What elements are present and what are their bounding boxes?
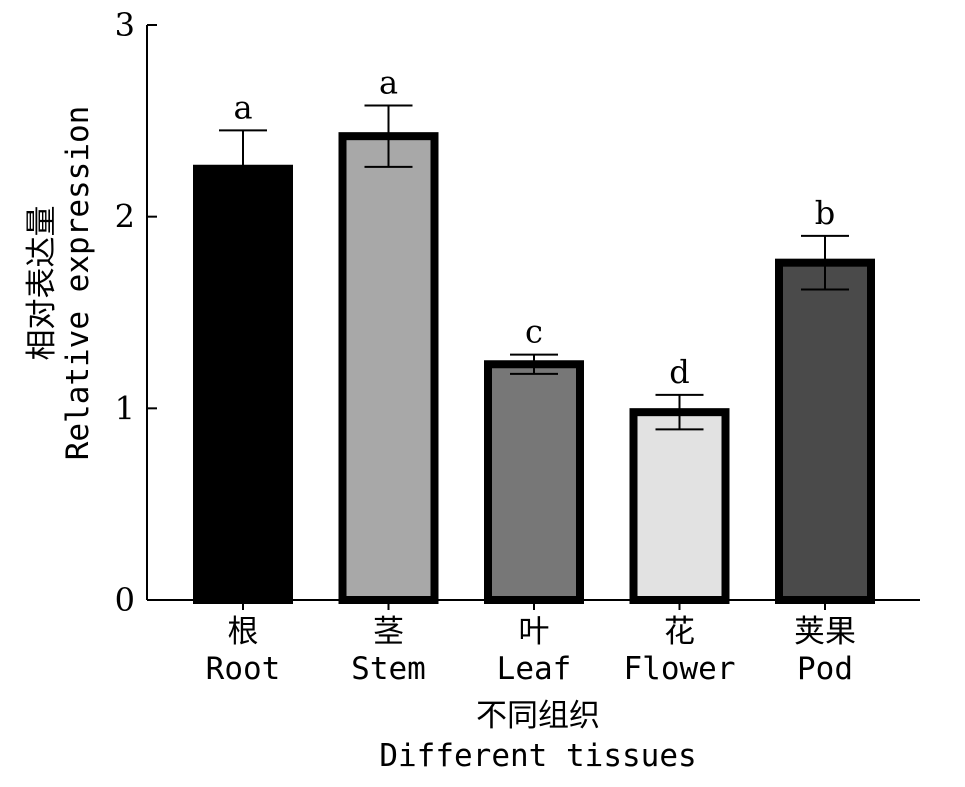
significance-labels: a a c d b [233, 64, 835, 391]
y-ticks: 0 1 2 3 [115, 6, 157, 619]
significance-label: b [815, 194, 835, 232]
significance-label: c [525, 313, 543, 351]
x-axis-title: 不同组织 Different tissues [379, 698, 696, 774]
significance-label: a [233, 88, 252, 126]
category-label-zh: 根 [228, 614, 259, 650]
bar-root [193, 164, 293, 604]
y-tick-label: 2 [115, 198, 135, 236]
bar-flower [629, 408, 730, 604]
category-label-en: Flower [624, 651, 736, 687]
category-label-en: Leaf [497, 651, 572, 687]
category-label-zh: 茎 [373, 614, 404, 650]
y-axis-title: 相对表达量 Relative expression [24, 106, 96, 461]
error-bars [219, 104, 849, 431]
significance-label: a [379, 64, 398, 102]
y-axis-title-zh: 相对表达量 [24, 206, 60, 361]
category-label-en: Root [206, 651, 281, 687]
bar-stem [338, 132, 439, 605]
category-label-en: Stem [351, 651, 426, 687]
y-axis-title-en: Relative expression [60, 106, 96, 461]
significance-label: d [669, 353, 689, 391]
bar-pod [775, 258, 875, 604]
category-label-zh: 叶 [519, 614, 550, 650]
y-tick-label: 0 [115, 581, 135, 619]
x-axis-title-en: Different tissues [379, 738, 696, 774]
category-label-zh: 荚果 [794, 614, 856, 650]
y-tick-label: 3 [115, 6, 135, 44]
x-axis-title-zh: 不同组织 [476, 698, 600, 734]
category-label-en: Pod [797, 651, 853, 687]
bar-leaf [484, 360, 584, 604]
y-tick-label: 1 [115, 389, 135, 427]
category-label-zh: 花 [664, 614, 695, 650]
